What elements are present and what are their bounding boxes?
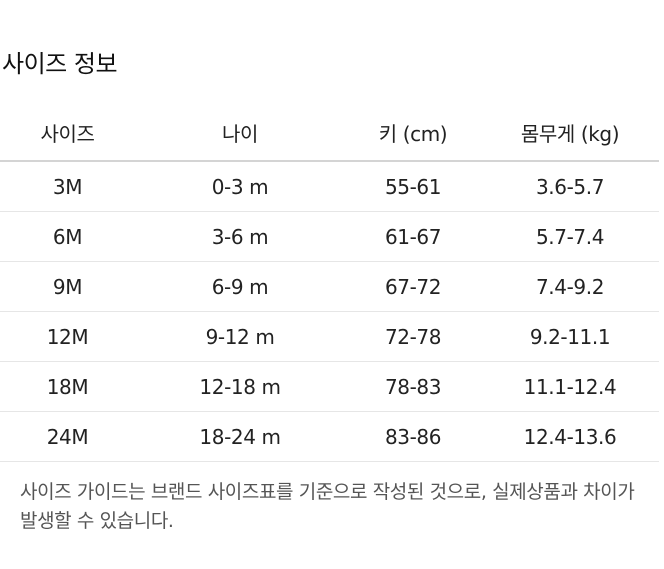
table-header-row: 사이즈 나이 키 (cm) 몸무게 (kg) xyxy=(0,104,659,162)
header-age: 나이 xyxy=(135,104,345,162)
table-row: 6M 3-6 m 61-67 5.7-7.4 xyxy=(0,211,659,262)
cell-size: 9M xyxy=(0,261,135,312)
cell-age: 0-3 m xyxy=(135,161,345,212)
header-size: 사이즈 xyxy=(0,104,135,162)
cell-age: 6-9 m xyxy=(135,261,345,312)
section-title: 사이즈 정보 xyxy=(2,50,118,78)
cell-age: 3-6 m xyxy=(135,211,345,262)
table-row: 18M 12-18 m 78-83 11.1-12.4 xyxy=(0,361,659,412)
size-chart-table: 사이즈 나이 키 (cm) 몸무게 (kg) 3M 0-3 m 55-61 3.… xyxy=(0,104,659,462)
cell-height: 72-78 xyxy=(345,311,481,362)
cell-age: 12-18 m xyxy=(135,361,345,412)
cell-height: 61-67 xyxy=(345,211,481,262)
table-row: 3M 0-3 m 55-61 3.6-5.7 xyxy=(0,161,659,212)
cell-size: 12M xyxy=(0,311,135,362)
cell-height: 55-61 xyxy=(345,161,481,212)
cell-weight: 11.1-12.4 xyxy=(481,361,659,412)
cell-size: 24M xyxy=(0,411,135,462)
cell-age: 9-12 m xyxy=(135,311,345,362)
table-row: 12M 9-12 m 72-78 9.2-11.1 xyxy=(0,311,659,362)
cell-height: 78-83 xyxy=(345,361,481,412)
cell-size: 3M xyxy=(0,161,135,212)
cell-height: 67-72 xyxy=(345,261,481,312)
size-guide-note: 사이즈 가이드는 브랜드 사이즈표를 기준으로 작성된 것으로, 실제상품과 차… xyxy=(20,481,635,532)
table-row: 9M 6-9 m 67-72 7.4-9.2 xyxy=(0,261,659,312)
header-height: 키 (cm) xyxy=(345,104,481,162)
cell-weight: 3.6-5.7 xyxy=(481,161,659,212)
cell-size: 18M xyxy=(0,361,135,412)
header-weight: 몸무게 (kg) xyxy=(481,104,659,162)
cell-weight: 5.7-7.4 xyxy=(481,211,659,262)
cell-height: 83-86 xyxy=(345,411,481,462)
cell-size: 6M xyxy=(0,211,135,262)
cell-age: 18-24 m xyxy=(135,411,345,462)
cell-weight: 7.4-9.2 xyxy=(481,261,659,312)
cell-weight: 12.4-13.6 xyxy=(481,411,659,462)
cell-weight: 9.2-11.1 xyxy=(481,311,659,362)
table-row: 24M 18-24 m 83-86 12.4-13.6 xyxy=(0,411,659,462)
